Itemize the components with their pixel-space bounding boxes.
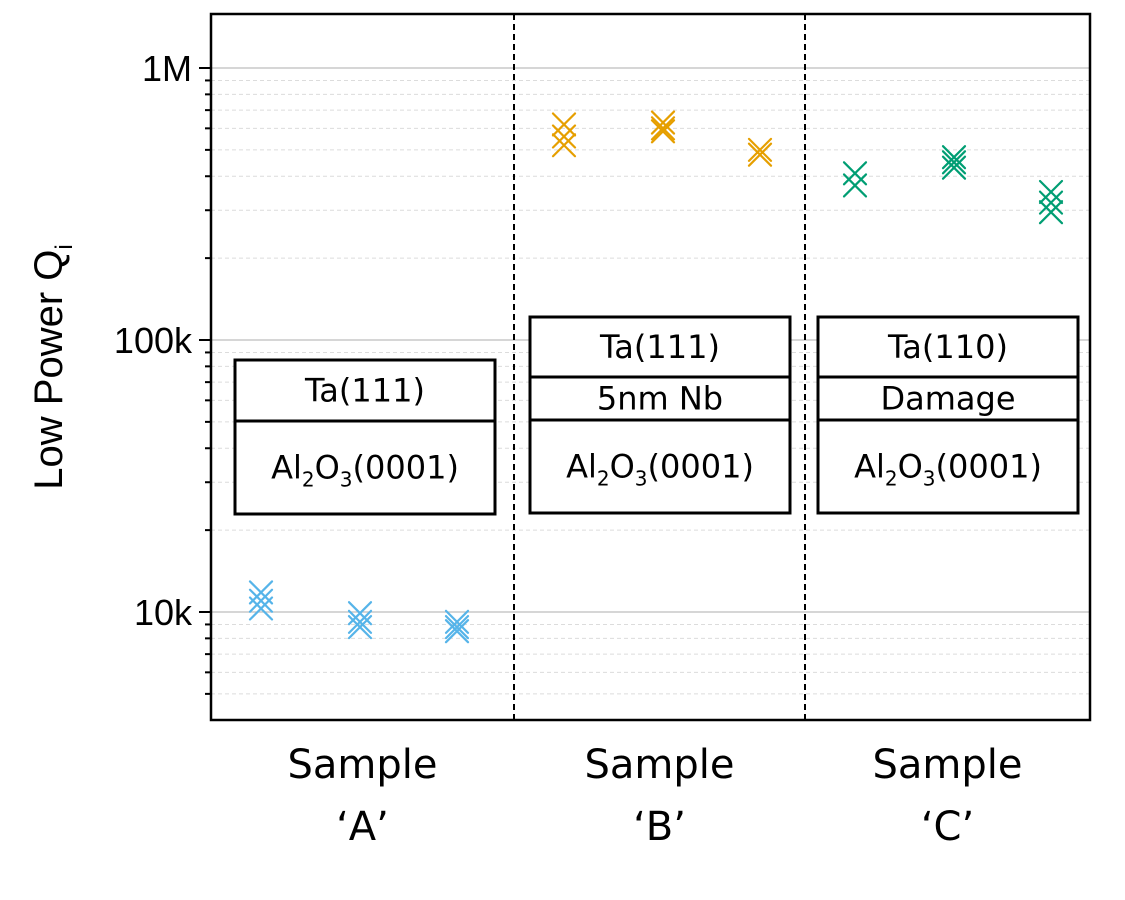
y-tick-label: 1M [142,48,192,89]
layer-label-subscript: 3 [923,467,936,491]
data-point-C [941,150,967,175]
layer-label-part: Al [854,448,885,486]
data-point-B [747,142,773,167]
data-point-A [347,615,373,640]
layer-box [816,418,1080,515]
layer-label: Al2O3(0001) [566,448,754,491]
category-label-line2: ‘A’ [336,804,389,850]
data-point-A [444,609,470,634]
data-point-B [747,137,773,162]
layer-label-part: Al [566,448,597,486]
layer-label: Al2O3(0001) [271,449,459,492]
y-tick-label: 100k [114,320,193,361]
y-tick-label: 10k [134,592,193,633]
data-point-C [1038,190,1064,215]
layer-stack-diagrams: Ta(111)Al2O3(0001)Ta(111)5nm NbAl2O3(000… [233,315,1080,516]
data-point-C [1038,200,1064,225]
layer-label-subscript: 2 [885,467,898,491]
data-point-B [551,112,577,137]
layer-label-part: (0001) [936,448,1042,486]
y-axis-label-subscript: i [51,244,78,249]
data-point-C [941,145,967,170]
layer-label: Al2O3(0001) [854,448,1042,491]
layer-label-part: Al [271,449,302,487]
category-label-line1: Sample [288,742,438,788]
data-point-B [551,133,577,158]
y-axis-ticks: 10k 100k 1M [114,48,211,695]
y-axis-label-main: Low Power Q [27,250,71,490]
data-point-A [248,596,274,621]
layer-label-part: O [898,448,923,486]
layer-label: 5nm Nb [597,380,723,418]
layer-label: Damage [880,380,1015,418]
data-point-B [650,119,676,144]
category-label-line2: ‘B’ [633,804,686,850]
layer-label-part: O [610,448,635,486]
layer-box [528,375,792,422]
category-label-line2: ‘C’ [921,804,974,850]
layer-label-part: O [315,449,340,487]
layer-box [233,419,497,516]
data-point-B [551,124,577,149]
y-axis-label: Low Power Qi [27,244,78,489]
layer-box [816,375,1080,422]
layer-label-part: (0001) [648,448,754,486]
data-point-A [248,588,274,613]
layer-label: Ta(111) [599,328,720,366]
layer-box [233,358,497,423]
x-axis-category-labels: Sample ‘A’ Sample ‘B’ Sample ‘C’ [288,742,1023,850]
layer-label: Ta(110) [887,328,1008,366]
layer-label-subscript: 2 [597,467,610,491]
layer-label: Ta(111) [304,372,425,410]
data-point-A [444,615,470,640]
data-point-B [650,116,676,141]
data-point-B [650,110,676,135]
data-point-C [842,173,868,198]
data-markers [248,110,1064,644]
data-point-C [1038,179,1064,205]
data-point-C [842,161,868,186]
layer-box [528,418,792,515]
layer-label-subscript: 2 [302,468,315,492]
category-label-line1: Sample [873,742,1023,788]
layer-label-subscript: 3 [340,468,353,492]
data-point-C [941,155,967,180]
layer-label-part: (0001) [353,449,459,487]
data-point-A [444,619,470,644]
category-label-line1: Sample [585,742,735,788]
panel-separators [513,14,806,720]
data-point-A [347,609,373,634]
layer-label-subscript: 3 [635,467,648,491]
